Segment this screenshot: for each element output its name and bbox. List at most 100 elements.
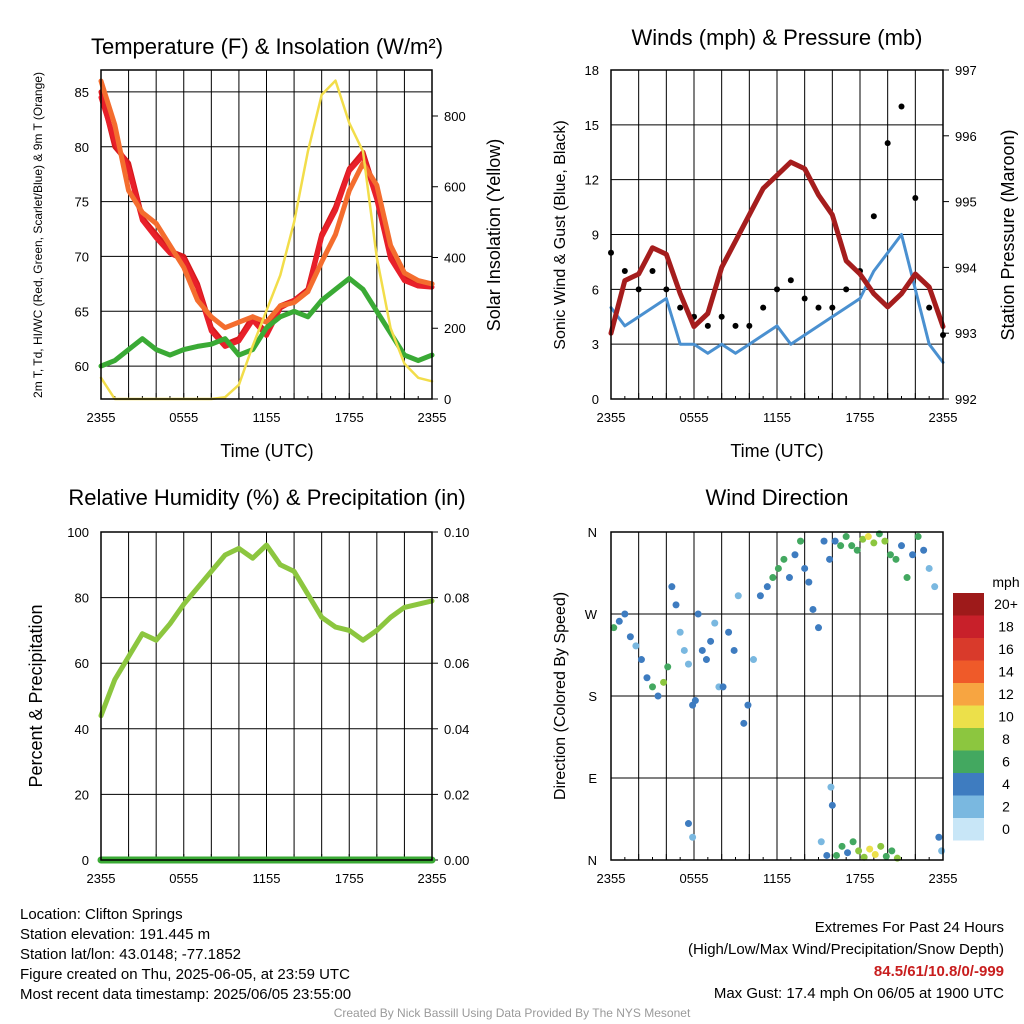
x-tick-label: 2355: [929, 871, 958, 886]
colorbar-swatch: [953, 728, 984, 751]
gust-point: [884, 140, 891, 147]
rh-series-line: [98, 542, 435, 719]
direction-point: [680, 646, 688, 654]
max-gust: Max Gust: 17.4 mph On 06/05 at 1900 UTC: [713, 985, 1004, 1002]
temp-y-tick-label: 75: [75, 195, 89, 210]
x-tick-label: 1155: [253, 410, 281, 425]
pressure-y-tick-label: 993: [955, 326, 977, 341]
direction-point: [615, 617, 623, 625]
direction-point: [823, 851, 831, 859]
x-tick-label: 1155: [253, 871, 281, 886]
solar-y-tick-label: 0: [444, 392, 451, 407]
direction-point: [903, 574, 911, 582]
direction-point: [689, 833, 697, 841]
colorbar-label: 12: [998, 686, 1014, 702]
y-axis-label-wind: Sonic Wind & Gust (Blue, Black): [552, 120, 569, 349]
station-info: Location: Clifton Springs Station elevat…: [20, 905, 351, 1005]
direction-point: [898, 542, 905, 550]
wind-y-tick-label: 0: [592, 392, 599, 407]
direction-point: [668, 583, 676, 591]
direction-point: [842, 533, 850, 541]
colorbar-swatch: [953, 683, 984, 706]
direction-point: [914, 533, 922, 541]
solar-y-tick-label: 200: [444, 321, 466, 336]
station-latlon: Station lat/lon: 43.0148; -77.1852: [20, 946, 242, 963]
direction-point: [838, 842, 846, 850]
colorbar-swatch: [953, 795, 984, 818]
direction-point: [749, 656, 757, 664]
direction-point: [920, 546, 928, 554]
gust-point: [843, 286, 850, 293]
direction-point: [809, 605, 817, 613]
direction-tick-label: N: [588, 525, 597, 540]
colorbar-swatch: [953, 660, 984, 683]
wind-y-tick-label: 6: [592, 282, 599, 297]
direction-point: [882, 852, 890, 860]
direction-point: [769, 574, 777, 582]
direction-point: [801, 564, 809, 572]
direction-point: [756, 592, 764, 600]
wind-series-line: [609, 233, 945, 364]
x-tick-label: 0555: [680, 871, 709, 886]
gust-point: [898, 103, 905, 110]
gust-point: [801, 295, 808, 302]
direction-point: [791, 551, 799, 559]
x-tick-label: 2355: [597, 871, 626, 886]
chart-title-direction: Wind Direction: [705, 485, 848, 510]
direction-tick-label: N: [588, 853, 597, 868]
colorbar-label: 18: [998, 619, 1014, 635]
x-tick-label: 2355: [597, 410, 626, 425]
direction-point: [744, 701, 752, 709]
direction-point: [684, 660, 692, 668]
plot-border: [100, 69, 433, 400]
x-tick-label: 2355: [929, 410, 958, 425]
gust-point: [704, 322, 711, 329]
direction-point: [826, 555, 834, 563]
direction-point: [870, 539, 878, 547]
direction-point: [853, 546, 861, 554]
direction-point: [909, 551, 917, 559]
gust-point: [649, 268, 656, 275]
x-tick-label: 1155: [763, 410, 791, 425]
x-tick-label: 1755: [335, 871, 364, 886]
gust-point: [815, 304, 822, 311]
direction-point: [707, 637, 715, 645]
chart-title-humidity: Relative Humidity (%) & Precipitation (i…: [68, 485, 465, 510]
direction-point: [654, 692, 662, 700]
direction-point: [938, 847, 946, 855]
precip-y-tick-label: 0.06: [444, 656, 469, 671]
extremes-values: 84.5/61/10.8/0/-999: [873, 963, 1004, 980]
precip-y-tick-label: 0.10: [444, 525, 469, 540]
direction-point: [740, 719, 748, 727]
plot-border: [610, 69, 944, 400]
recent-timestamp: Most recent data timestamp: 2025/06/05 2…: [20, 986, 352, 1003]
station-location: Location: Clifton Springs: [20, 906, 183, 923]
direction-point: [711, 619, 719, 627]
direction-point: [925, 564, 933, 572]
direction-point: [827, 783, 835, 791]
temp-y-tick-label: 60: [75, 359, 89, 374]
colorbar-swatch: [953, 773, 984, 796]
rh-y-tick-label: 80: [75, 591, 89, 606]
gust-point: [774, 286, 780, 293]
gust-point: [870, 213, 877, 220]
gust-point: [677, 304, 684, 311]
colorbar-label: 10: [998, 709, 1014, 725]
direction-point: [820, 537, 828, 545]
temp-y-tick-label: 65: [75, 304, 89, 319]
precip-y-tick-label: 0.02: [444, 787, 469, 802]
x-tick-label: 1755: [846, 410, 875, 425]
direction-point: [702, 656, 710, 664]
colorbar-swatch: [953, 750, 984, 773]
wind-y-tick-label: 15: [585, 118, 599, 133]
pressure-y-tick-label: 994: [955, 260, 977, 275]
extremes-title: Extremes For Past 24 Hours: [814, 919, 1004, 936]
plot-border: [100, 531, 433, 861]
colorbar-title: mph: [992, 574, 1019, 590]
temp-y-tick-label: 85: [75, 85, 89, 100]
gust-point: [760, 304, 767, 311]
colorbar-swatch: [953, 638, 984, 661]
direction-point: [797, 537, 805, 545]
direction-point: [694, 610, 702, 618]
direction-point: [864, 533, 872, 541]
